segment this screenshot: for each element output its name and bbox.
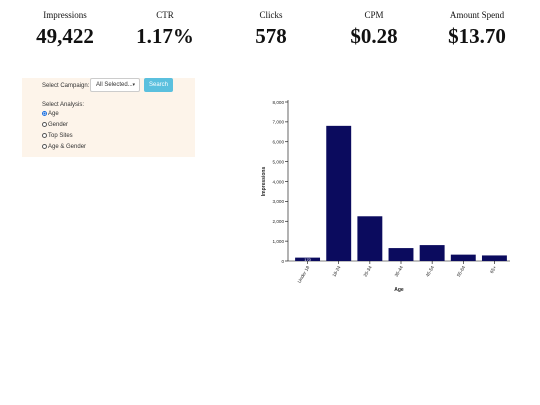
metric-value: $13.70 bbox=[448, 24, 506, 48]
radio-age[interactable]: Age bbox=[42, 110, 59, 119]
x-tick-label: 18-24 bbox=[331, 265, 341, 278]
y-axis-label: Impressions bbox=[261, 167, 267, 197]
filter-panel: Select Campaign: All Selected... ▾ Searc… bbox=[22, 78, 195, 157]
x-axis-label: Age bbox=[394, 287, 404, 293]
y-tick-label: 8,000 bbox=[273, 100, 285, 105]
y-tick-label: 1,000 bbox=[273, 239, 285, 244]
metric-cpm: CPM $0.28 bbox=[324, 9, 424, 49]
campaign-select[interactable]: All Selected... ▾ bbox=[90, 78, 140, 92]
metric-value: $0.28 bbox=[350, 24, 398, 48]
radio-label: Age bbox=[48, 111, 59, 117]
metric-value: 1.17% bbox=[136, 24, 194, 48]
x-tick-label: 35-44 bbox=[394, 265, 404, 278]
y-tick-label: 7,000 bbox=[273, 120, 285, 125]
bar bbox=[450, 254, 476, 261]
radio-label: Age & Gender bbox=[48, 144, 87, 150]
radio-top-sites[interactable]: Top Sites bbox=[42, 132, 73, 141]
y-tick-label: 0 bbox=[281, 259, 284, 264]
metric-clicks: Clicks 578 bbox=[221, 9, 321, 49]
y-tick-label: 6,000 bbox=[273, 140, 285, 145]
y-tick-label: 4,000 bbox=[273, 179, 285, 184]
radio-age-gender[interactable]: Age & Gender bbox=[42, 143, 86, 152]
campaign-label: Select Campaign: bbox=[42, 83, 90, 89]
caret-down-icon: ▾ bbox=[132, 82, 135, 88]
metric-ctr: CTR 1.17% bbox=[115, 9, 215, 49]
x-tick-label: 45-54 bbox=[425, 265, 435, 278]
analysis-label: Select Analysis: bbox=[42, 102, 85, 108]
y-tick-label: 5,000 bbox=[273, 159, 285, 164]
radio-label: Gender bbox=[48, 122, 69, 128]
bar-data-label: 170 bbox=[304, 257, 311, 262]
bar bbox=[419, 245, 445, 261]
radio-gender[interactable]: Gender bbox=[42, 121, 68, 130]
x-tick-label: Under 18 bbox=[297, 265, 311, 284]
metric-amount-spend: Amount Spend $13.70 bbox=[427, 9, 527, 49]
bar bbox=[357, 216, 383, 261]
metrics-bar: Impressions 49,422 CTR 1.17% Clicks 578 … bbox=[0, 0, 540, 60]
bar bbox=[481, 255, 507, 261]
radio-icon bbox=[42, 132, 47, 138]
metric-label: Amount Spend bbox=[449, 10, 505, 20]
metric-label: Clicks bbox=[259, 10, 283, 20]
metric-impressions: Impressions 49,422 bbox=[15, 9, 115, 49]
x-tick-label: 55-64 bbox=[456, 265, 466, 278]
x-tick-label: 25-34 bbox=[363, 265, 373, 278]
radio-icon bbox=[42, 121, 47, 127]
radio-selected-icon bbox=[42, 110, 47, 116]
metric-label: Impressions bbox=[43, 10, 87, 20]
campaign-select-value: All Selected... bbox=[96, 82, 133, 88]
y-tick-label: 2,000 bbox=[273, 219, 285, 224]
bar bbox=[388, 248, 414, 261]
radio-icon bbox=[42, 143, 47, 149]
search-button[interactable]: Search bbox=[144, 78, 173, 92]
metric-label: CTR bbox=[156, 10, 174, 20]
x-tick-label: 65+ bbox=[489, 265, 497, 275]
radio-label: Top Sites bbox=[48, 133, 73, 139]
metric-value: 49,422 bbox=[36, 24, 94, 48]
bar bbox=[295, 257, 321, 261]
bar bbox=[326, 125, 352, 261]
metric-value: 578 bbox=[255, 24, 287, 48]
metric-label: CPM bbox=[364, 10, 384, 20]
y-tick-label: 3,000 bbox=[273, 199, 285, 204]
impressions-by-age-chart: 0 1,000 2,000 3,000 4,000 5,000 6,000 7,000 8,00… bbox=[261, 100, 510, 293]
